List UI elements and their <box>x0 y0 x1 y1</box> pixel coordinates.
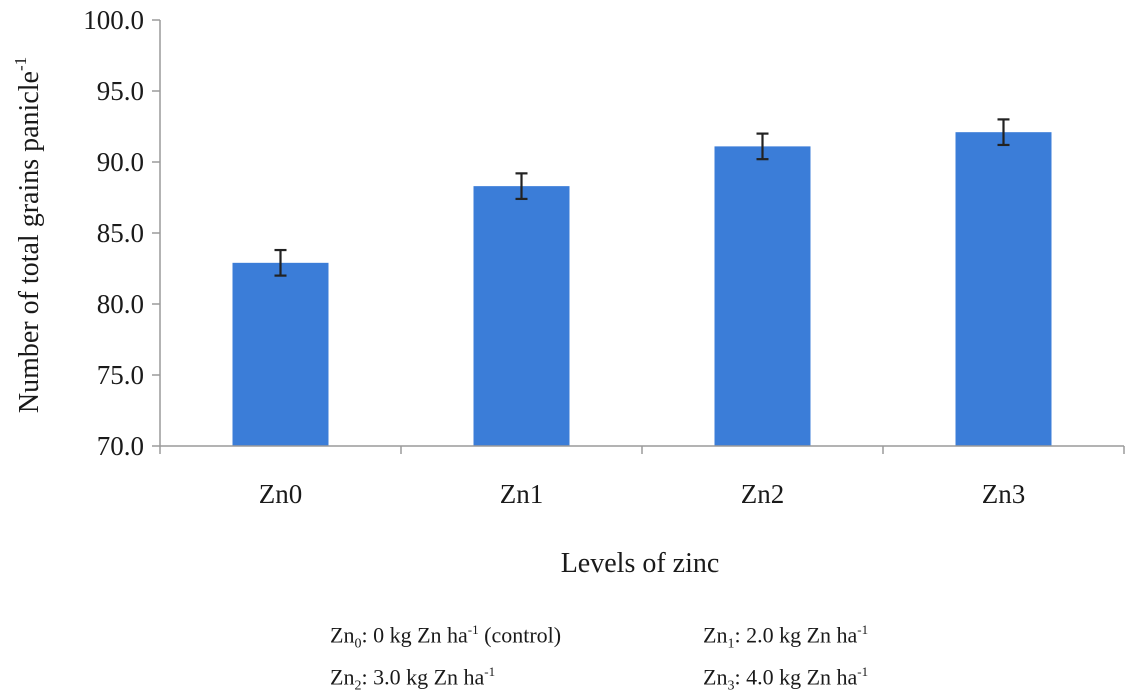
y-tick-label: 80.0 <box>97 289 144 319</box>
bar-zn3 <box>955 132 1052 446</box>
bar-chart: 100.095.090.085.080.075.070.0 Zn0 Zn1 Zn2 Z… <box>11 5 1125 579</box>
y-tick-label: 95.0 <box>97 76 144 106</box>
bar-zn1 <box>473 186 570 446</box>
y-tick-label: 70.0 <box>97 431 144 461</box>
y-axis-title-sup: -1 <box>11 57 30 71</box>
y-tick-label: 90.0 <box>97 147 144 177</box>
y-tick-label: 100.0 <box>83 5 144 35</box>
legend-item-zn0: Zn0: 0 kg Zn ha-1 (control) <box>330 622 562 652</box>
y-axis-title-text: Number of total grains panicle <box>14 71 45 413</box>
x-tick-label: Zn3 <box>982 479 1026 509</box>
legend-item-zn2: Zn2: 3.0 kg Zn ha-1 <box>330 664 496 694</box>
bar-zn0 <box>232 262 329 446</box>
x-tick-label: Zn1 <box>500 479 544 509</box>
bars <box>232 132 1052 446</box>
bar-zn2 <box>714 146 811 446</box>
y-axis-title: Number of total grains panicle-1 <box>11 57 45 413</box>
y-tick-label: 85.0 <box>97 218 144 248</box>
error-bar-zn2 <box>756 132 769 161</box>
error-bar-zn1 <box>515 172 528 201</box>
error-bars <box>274 118 1010 277</box>
legend-item-zn3: Zn3: 4.0 kg Zn ha-1 <box>703 664 869 694</box>
x-tick-label: Zn2 <box>741 479 785 509</box>
legend-notes: Zn0: 0 kg Zn ha-1 (control) Zn1: 2.0 kg … <box>0 612 1126 700</box>
x-tick-label: Zn0 <box>259 479 303 509</box>
x-axis-ticks: Zn0 Zn1 Zn2 Zn3 <box>159 446 1125 509</box>
error-bar-zn3 <box>997 118 1010 147</box>
y-axis-ticks: 100.0 95.0 90.0 85.0 80.0 75.0 70.0 <box>83 5 160 461</box>
y-tick-label: 75.0 <box>97 360 144 390</box>
error-bar-zn0 <box>274 248 287 277</box>
x-axis-title: Levels of zinc <box>561 548 720 579</box>
legend-item-zn1: Zn1: 2.0 kg Zn ha-1 <box>703 622 869 652</box>
